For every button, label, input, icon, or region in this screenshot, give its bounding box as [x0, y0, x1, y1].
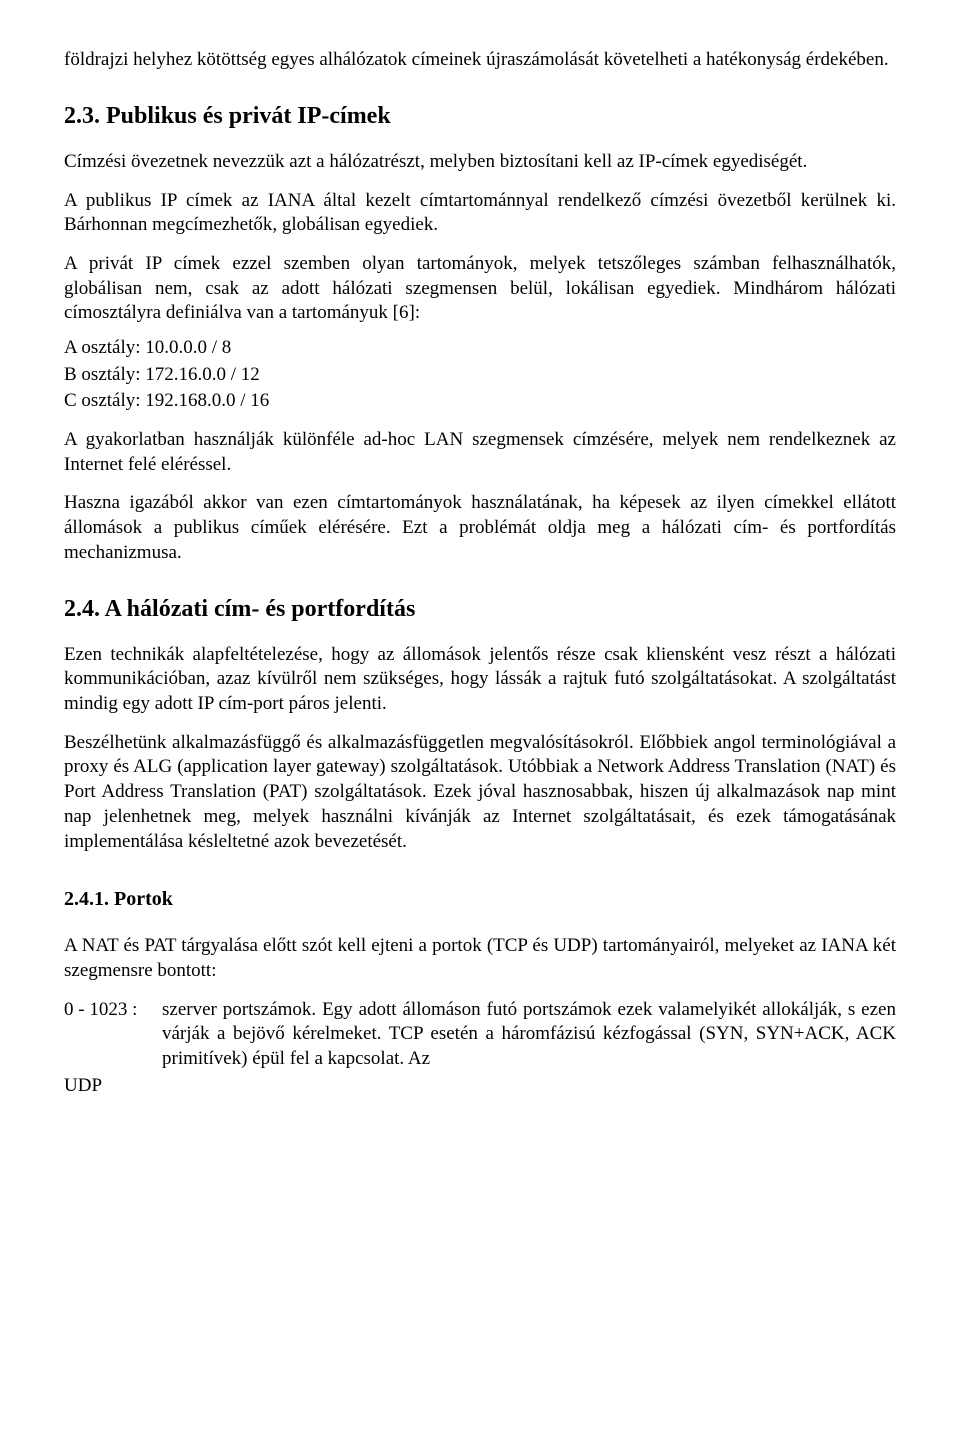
section-2-3-p1: Címzési övezetnek nevezzük azt a hálózat… [64, 150, 896, 175]
section-2-4-p1: Ezen technikák alapfeltételezése, hogy a… [64, 643, 896, 717]
section-2-3-p2: A publikus IP címek az IANA által kezelt… [64, 189, 896, 238]
section-2-3-p5: Haszna igazából akkor van ezen címtartom… [64, 491, 896, 565]
intro-paragraph: földrajzi helyhez kötöttség egyes alháló… [64, 48, 896, 73]
section-2-4-p2: Beszélhetünk alkalmazásfüggő és alkalmaz… [64, 731, 896, 854]
port-range-description: szerver portszámok. Egy adott állomáson … [162, 998, 896, 1072]
udp-label: UDP [64, 1074, 896, 1099]
class-a-range: A osztály: 10.0.0.0 / 8 [64, 336, 896, 361]
section-2-4-title: 2.4. A hálózati cím- és portfordítás [64, 594, 896, 625]
section-2-3-p3: A privát IP címek ezzel szemben olyan ta… [64, 252, 896, 326]
section-2-4-1-p1: A NAT és PAT tárgyalása előtt szót kell … [64, 934, 896, 983]
class-c-range: C osztály: 192.168.0.0 / 16 [64, 389, 896, 414]
port-range-block: 0 - 1023 : szerver portszámok. Egy adott… [64, 998, 896, 1072]
class-b-range: B osztály: 172.16.0.0 / 12 [64, 363, 896, 388]
section-2-3-p4: A gyakorlatban használják különféle ad-h… [64, 428, 896, 477]
section-2-3-title: 2.3. Publikus és privát IP-címek [64, 101, 896, 132]
port-range-label: 0 - 1023 : [64, 998, 162, 1072]
section-2-4-1-title: 2.4.1. Portok [64, 886, 896, 912]
